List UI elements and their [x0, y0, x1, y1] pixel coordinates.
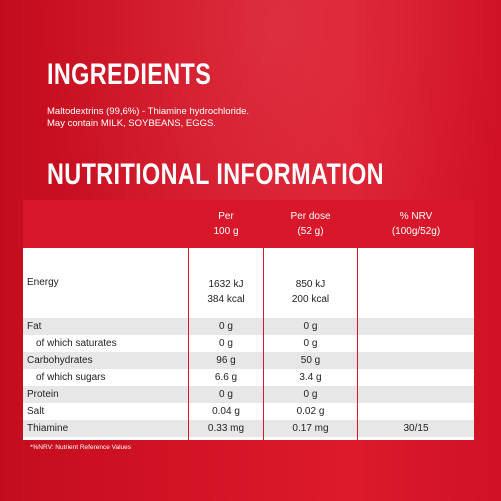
row-band-protein: [23, 386, 474, 403]
row-label-energy: Energy: [27, 277, 59, 288]
row-band-thiamine: [23, 420, 474, 437]
column-header-nrv-line1: % NRV: [399, 211, 433, 222]
energy-per-100g: 1632 kJ 384 kcal: [189, 277, 263, 307]
sugars-per-dose: 3.4 g: [299, 372, 322, 383]
column-divider: [263, 200, 264, 440]
row-label-salt: Salt: [27, 406, 45, 417]
column-header-nrv: % NRV (100g/52g): [358, 209, 474, 239]
column-header-per-100g-line2: 100 g: [213, 226, 239, 237]
energy-per-100g-kj: 1632 kJ: [208, 279, 244, 290]
thiamine-per-100g: 0.33 mg: [207, 423, 245, 434]
nrv-footnote: *%NRV: Nutrient Reference Values: [30, 444, 132, 451]
energy-per-100g-kcal: 384 kcal: [207, 294, 245, 305]
energy-per-dose-kj: 850 kJ: [295, 279, 326, 290]
salt-per-dose: 0.02 g: [296, 406, 325, 417]
carbohydrates-per-100g: 96 g: [216, 355, 236, 366]
column-divider: [188, 200, 189, 440]
row-label-carbohydrates: Carbohydrates: [27, 355, 93, 366]
row-label-fat: Fat: [27, 321, 42, 332]
carbohydrates-per-dose: 50 g: [300, 355, 321, 366]
column-header-per-dose-line2: (52 g): [297, 226, 324, 237]
energy-per-dose-kcal: 200 kcal: [291, 294, 330, 305]
row-band-carbohydrates: [23, 352, 474, 369]
ingredients-text: Maltodextrins (99,6%) - Thiamine hydroch…: [47, 106, 249, 130]
nutrition-heading: NUTRITIONAL INFORMATION: [47, 158, 384, 191]
ingredients-line-2: May contain MILK, SOYBEANS, EGGS.: [47, 118, 216, 129]
column-header-per-100g-line1: Per: [218, 211, 234, 222]
column-header-per-dose-line1: Per dose: [290, 211, 331, 222]
row-label-protein: Protein: [27, 389, 59, 400]
row-label-thiamine: Thiamine: [27, 423, 69, 434]
table-header-row: [23, 200, 474, 248]
column-header-per-dose: Per dose (52 g): [264, 209, 357, 239]
row-label-sugars: of which sugars: [36, 372, 106, 383]
thiamine-nrv: 30/15: [403, 423, 429, 434]
sugars-per-100g: 6.6 g: [214, 372, 238, 383]
column-divider: [357, 200, 358, 440]
protein-per-100g: 0 g: [219, 389, 233, 400]
ingredients-line-1: Maltodextrins (99,6%) - Thiamine hydroch…: [47, 106, 250, 117]
thiamine-per-dose: 0.17 mg: [292, 423, 329, 434]
nutrition-table: Per 100 g Per dose (52 g) % NRV (100g/52…: [23, 200, 474, 440]
salt-per-100g: 0.04 g: [212, 406, 240, 417]
energy-per-dose: 850 kJ 200 kcal: [264, 277, 357, 307]
row-label-saturates: of which saturates: [36, 338, 117, 349]
saturates-per-100g: 0 g: [219, 338, 233, 349]
ingredients-heading: INGREDIENTS: [47, 58, 212, 91]
fat-per-dose: 0 g: [303, 321, 318, 332]
column-header-per-100g: Per 100 g: [189, 209, 263, 239]
row-band-fat: [23, 318, 474, 335]
fat-per-100g: 0 g: [219, 321, 233, 332]
protein-per-dose: 0 g: [303, 389, 318, 400]
saturates-per-dose: 0 g: [303, 338, 318, 349]
column-header-nrv-line2: (100g/52g): [391, 226, 441, 237]
